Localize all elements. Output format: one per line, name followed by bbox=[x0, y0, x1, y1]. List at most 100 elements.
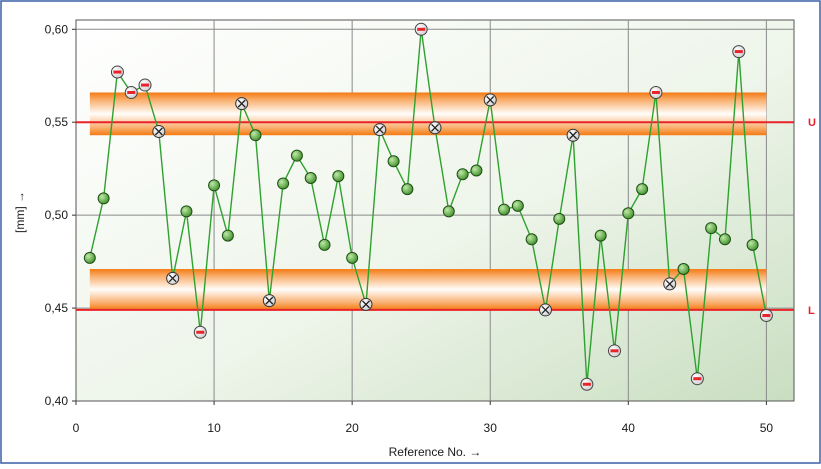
data-point-marker bbox=[387, 155, 400, 168]
data-point bbox=[318, 238, 331, 251]
limit-label-l: L bbox=[808, 305, 815, 317]
x-tick-label: 50 bbox=[760, 421, 774, 435]
data-point-marker bbox=[332, 170, 345, 183]
axes: 0 10 20 30 40 50 0,40 0,45 0,50 0,55 0,60 bbox=[45, 22, 774, 435]
cross-glyph bbox=[541, 305, 550, 314]
data-point bbox=[746, 238, 759, 251]
data-markers bbox=[83, 22, 773, 391]
data-point bbox=[498, 203, 511, 216]
cross-glyph bbox=[168, 274, 177, 283]
data-point bbox=[663, 277, 677, 291]
data-point bbox=[759, 309, 773, 323]
cross-glyph bbox=[237, 99, 246, 108]
data-point-marker bbox=[553, 212, 566, 225]
data-point-marker bbox=[249, 129, 262, 142]
out-of-tolerance-glyph bbox=[734, 50, 743, 54]
data-point-marker bbox=[401, 183, 414, 196]
data-point-marker bbox=[221, 229, 234, 242]
data-point-marker bbox=[442, 205, 455, 218]
cross-glyph bbox=[265, 296, 274, 305]
data-point bbox=[580, 377, 594, 391]
x-tick-label: 30 bbox=[484, 421, 498, 435]
data-point bbox=[138, 78, 152, 92]
data-point bbox=[193, 325, 207, 339]
data-point bbox=[483, 93, 497, 107]
data-point-marker bbox=[277, 177, 290, 190]
data-point bbox=[690, 372, 704, 386]
data-point-marker bbox=[290, 149, 303, 162]
data-point bbox=[622, 207, 635, 220]
out-of-tolerance-glyph bbox=[582, 382, 591, 386]
data-series bbox=[89, 29, 768, 385]
data-point bbox=[511, 199, 524, 212]
data-point bbox=[152, 125, 166, 139]
data-point bbox=[332, 170, 345, 183]
data-point bbox=[401, 183, 414, 196]
data-point bbox=[732, 45, 746, 59]
data-point bbox=[221, 229, 234, 242]
y-tick-label: 0,40 bbox=[45, 394, 69, 408]
tolerance-band-u bbox=[89, 92, 767, 136]
out-of-tolerance-glyph bbox=[651, 90, 660, 94]
data-point bbox=[346, 251, 359, 264]
data-point bbox=[636, 183, 649, 196]
data-point bbox=[718, 233, 731, 246]
data-point bbox=[180, 205, 193, 218]
data-point-marker bbox=[622, 207, 635, 220]
cross-glyph bbox=[154, 127, 163, 136]
x-tick-label: 20 bbox=[345, 421, 359, 435]
data-point bbox=[705, 222, 718, 235]
x-axis-label: Reference No. → bbox=[389, 445, 482, 459]
limit-label-u: U bbox=[808, 117, 816, 129]
data-point-marker bbox=[594, 229, 607, 242]
data-point bbox=[235, 97, 249, 111]
data-point bbox=[359, 297, 373, 311]
out-of-tolerance-glyph bbox=[417, 27, 426, 31]
out-of-tolerance-glyph bbox=[610, 349, 619, 353]
data-point-marker bbox=[718, 233, 731, 246]
out-of-tolerance-glyph bbox=[127, 90, 136, 94]
data-point bbox=[290, 149, 303, 162]
data-point bbox=[110, 65, 124, 79]
data-point bbox=[124, 85, 138, 99]
data-point-marker bbox=[346, 251, 359, 264]
data-point-marker bbox=[705, 222, 718, 235]
out-of-tolerance-glyph bbox=[762, 314, 771, 318]
data-point-marker bbox=[97, 192, 110, 205]
data-point bbox=[677, 263, 690, 276]
plot-area bbox=[75, 19, 795, 402]
x-tick-label: 10 bbox=[207, 421, 221, 435]
data-point bbox=[83, 251, 96, 264]
data-point bbox=[553, 212, 566, 225]
data-point bbox=[373, 123, 387, 137]
y-tick-label: 0,45 bbox=[45, 301, 69, 315]
data-point-marker bbox=[498, 203, 511, 216]
data-point-marker bbox=[677, 263, 690, 276]
data-point-marker bbox=[511, 199, 524, 212]
data-point bbox=[166, 271, 180, 285]
data-point-marker bbox=[636, 183, 649, 196]
series-line bbox=[89, 29, 768, 385]
data-point bbox=[208, 179, 221, 192]
tolerance-band-l bbox=[89, 269, 767, 310]
data-point bbox=[97, 192, 110, 205]
data-point bbox=[414, 22, 428, 36]
data-point-marker bbox=[746, 238, 759, 251]
data-point-marker bbox=[304, 171, 317, 184]
data-point bbox=[277, 177, 290, 190]
data-point-marker bbox=[83, 251, 96, 264]
data-point bbox=[304, 171, 317, 184]
data-point-marker bbox=[318, 238, 331, 251]
cross-glyph bbox=[362, 300, 370, 309]
data-point bbox=[262, 294, 276, 308]
data-point-marker bbox=[470, 164, 483, 177]
data-point bbox=[249, 129, 262, 142]
y-tick-label: 0,60 bbox=[45, 22, 69, 36]
y-tick-label: 0,55 bbox=[45, 115, 69, 129]
data-point bbox=[538, 303, 552, 317]
data-point bbox=[470, 164, 483, 177]
data-point bbox=[525, 233, 538, 246]
x-tick-label: 40 bbox=[622, 421, 636, 435]
